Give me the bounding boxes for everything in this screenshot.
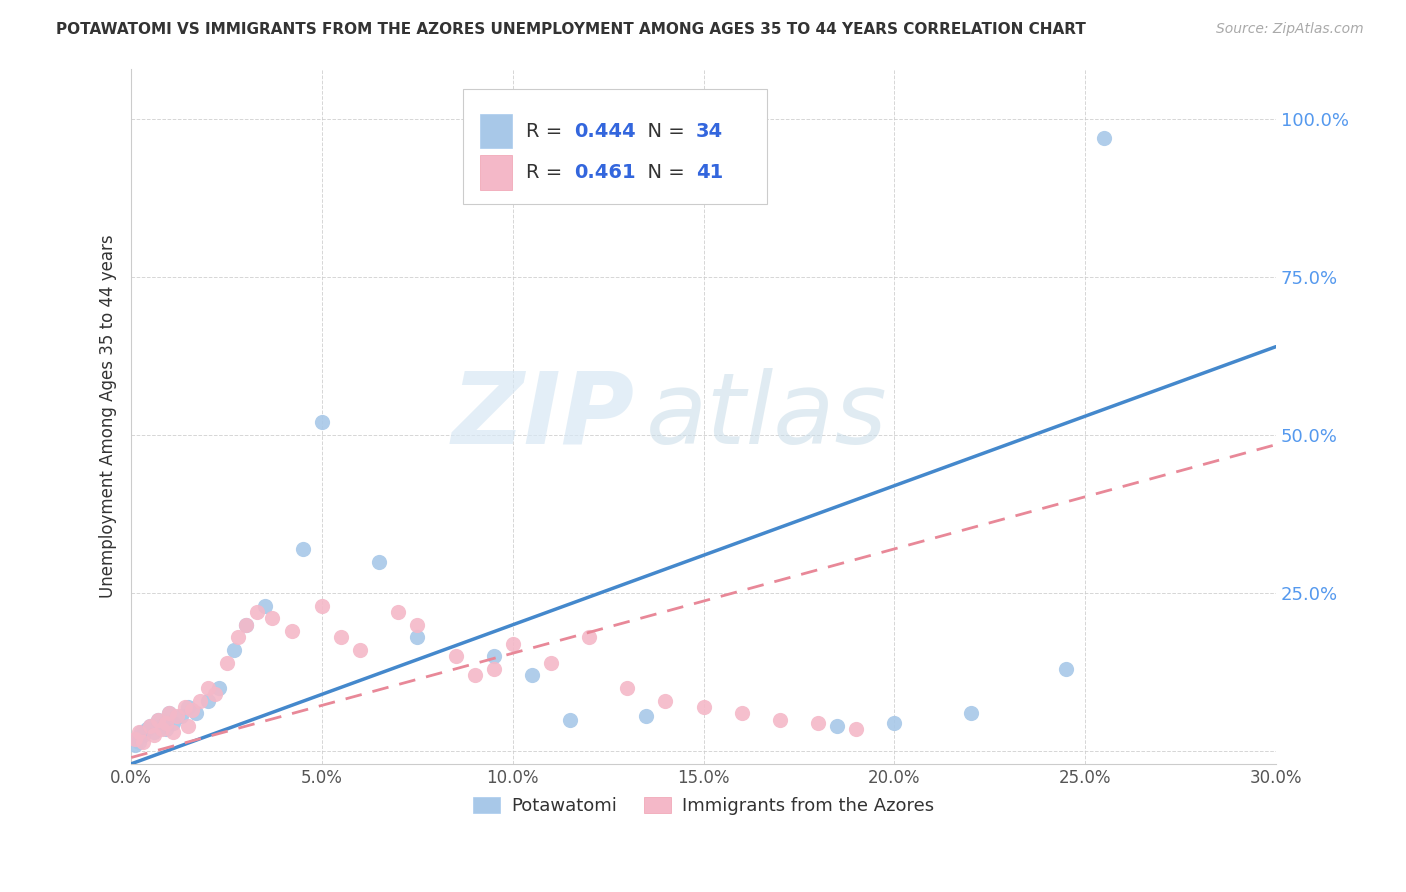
Point	[146, 713, 169, 727]
Text: Source: ZipAtlas.com: Source: ZipAtlas.com	[1216, 22, 1364, 37]
Bar	[481, 155, 512, 190]
Point	[131, 728, 153, 742]
Point	[883, 715, 905, 730]
Point	[226, 631, 249, 645]
Point	[368, 555, 391, 569]
Point	[188, 693, 211, 707]
Point	[139, 719, 162, 733]
Point	[146, 713, 169, 727]
Point	[124, 731, 146, 746]
Point	[181, 703, 204, 717]
Point	[482, 662, 505, 676]
Point	[124, 738, 146, 752]
Point	[444, 649, 467, 664]
Point	[224, 643, 246, 657]
Point	[482, 649, 505, 664]
Point	[959, 706, 981, 721]
Point	[807, 715, 830, 730]
Point	[406, 631, 429, 645]
Point	[825, 719, 848, 733]
Text: 41: 41	[696, 163, 723, 182]
Point	[540, 656, 562, 670]
Point	[197, 681, 219, 695]
Text: 0.444: 0.444	[574, 121, 636, 141]
Point	[311, 416, 333, 430]
Point	[502, 637, 524, 651]
Point	[558, 713, 581, 727]
Point	[731, 706, 754, 721]
Point	[155, 722, 177, 736]
Point	[215, 656, 238, 670]
Point	[330, 631, 353, 645]
Point	[155, 715, 177, 730]
Point	[349, 643, 371, 657]
Point	[139, 719, 162, 733]
Point	[235, 617, 257, 632]
Point	[173, 700, 195, 714]
Point	[654, 693, 676, 707]
Point	[129, 725, 152, 739]
Point	[262, 611, 284, 625]
Y-axis label: Unemployment Among Ages 35 to 44 years: Unemployment Among Ages 35 to 44 years	[100, 235, 117, 598]
Text: POTAWATOMI VS IMMIGRANTS FROM THE AZORES UNEMPLOYMENT AMONG AGES 35 TO 44 YEARS : POTAWATOMI VS IMMIGRANTS FROM THE AZORES…	[56, 22, 1085, 37]
Point	[235, 617, 257, 632]
Point	[406, 617, 429, 632]
Legend: Potawatomi, Immigrants from the Azores: Potawatomi, Immigrants from the Azores	[464, 788, 943, 824]
Point	[128, 725, 150, 739]
Text: ZIP: ZIP	[451, 368, 636, 465]
Point	[311, 599, 333, 613]
Point	[208, 681, 231, 695]
Point	[166, 709, 188, 723]
Point	[845, 722, 868, 736]
Point	[177, 719, 200, 733]
Text: R =: R =	[526, 163, 568, 182]
Text: R =: R =	[526, 121, 568, 141]
Point	[1054, 662, 1077, 676]
Point	[125, 731, 148, 746]
Point	[616, 681, 638, 695]
Point	[157, 706, 180, 721]
Point	[128, 735, 150, 749]
Point	[253, 599, 276, 613]
Point	[769, 713, 792, 727]
Point	[162, 715, 184, 730]
Point	[150, 719, 173, 733]
Point	[1092, 131, 1115, 145]
Text: 34: 34	[696, 121, 723, 141]
Point	[291, 541, 314, 556]
Point	[520, 668, 543, 682]
Point	[143, 728, 166, 742]
Point	[578, 631, 600, 645]
Point	[184, 706, 207, 721]
Point	[157, 706, 180, 721]
Text: atlas: atlas	[647, 368, 889, 465]
Point	[135, 722, 157, 736]
Point	[464, 668, 486, 682]
Point	[150, 722, 173, 736]
FancyBboxPatch shape	[463, 89, 766, 204]
Point	[280, 624, 302, 638]
Point	[692, 700, 714, 714]
Point	[162, 725, 184, 739]
Text: N =: N =	[636, 163, 690, 182]
Point	[197, 693, 219, 707]
Point	[131, 735, 153, 749]
Point	[204, 687, 226, 701]
Point	[636, 709, 658, 723]
Text: N =: N =	[636, 121, 690, 141]
Text: 0.461: 0.461	[574, 163, 636, 182]
Point	[170, 709, 193, 723]
Point	[387, 605, 409, 619]
Point	[246, 605, 269, 619]
Point	[143, 725, 166, 739]
Point	[177, 700, 200, 714]
Bar	[481, 113, 512, 148]
